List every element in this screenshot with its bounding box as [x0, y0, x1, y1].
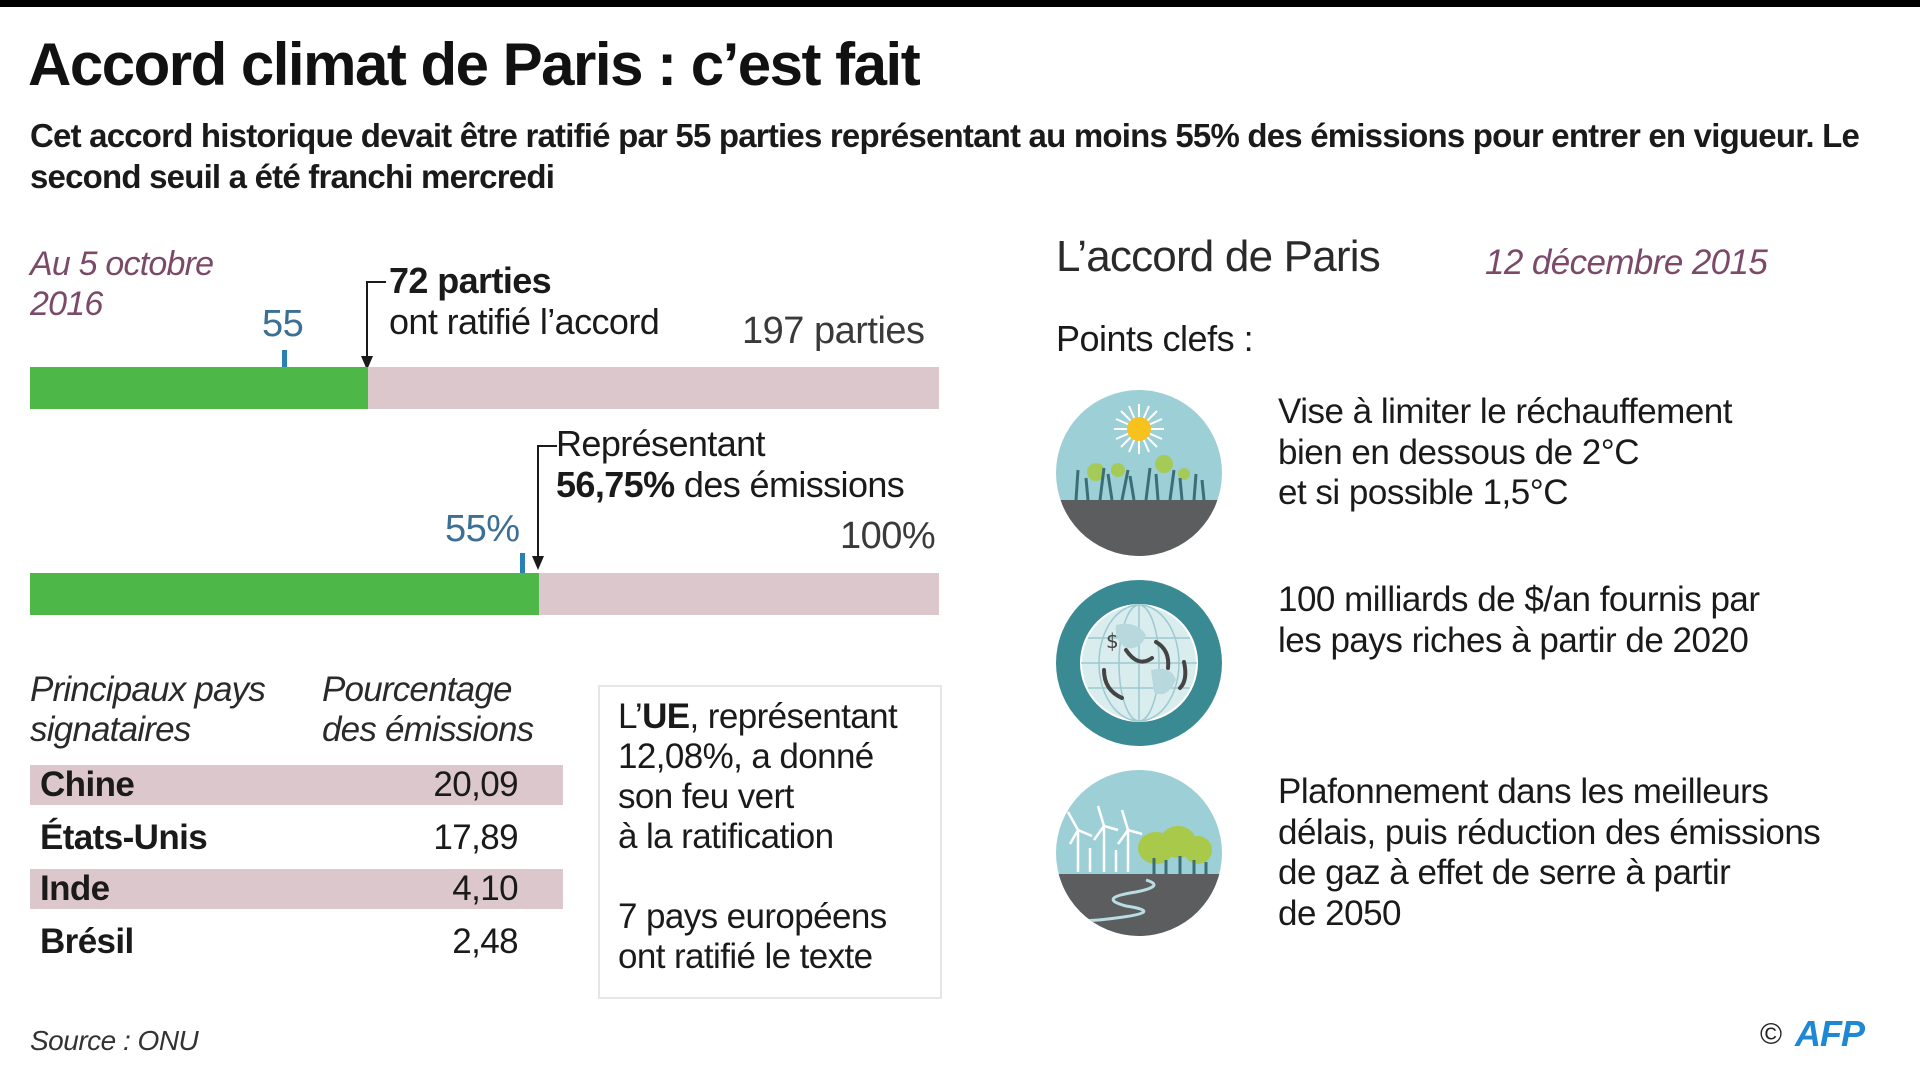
copyright-icon: ©	[1760, 1018, 1783, 1051]
parties-total-label: 197 parties	[742, 310, 925, 352]
eu-label: UE	[642, 697, 690, 736]
emissions-arrow-icon	[532, 556, 544, 570]
page-title: Accord climat de Paris : c’est fait	[28, 31, 921, 98]
emissions-threshold-tick	[520, 553, 525, 573]
table-row: États-Unis 17,89	[30, 818, 563, 858]
key-point-1-line: et si possible 1,5°C	[1278, 473, 1568, 512]
emissions-callout-bracket	[537, 445, 557, 567]
sun-trees-icon	[1056, 390, 1222, 556]
parties-bar	[30, 367, 939, 409]
table-header-country: Principaux pays signataires	[30, 670, 266, 750]
date-line-1: Au 5 octobre	[30, 245, 214, 283]
key-point-3-line: de 2050	[1278, 893, 1402, 933]
key-point-1: Vise à limiter le réchauffement bien en …	[1278, 392, 1733, 514]
globe-money-icon: $	[1056, 580, 1222, 746]
table-row: Inde 4,10	[30, 869, 563, 909]
country-name: États-Unis	[40, 818, 208, 857]
emissions-percent: 56,75%	[556, 464, 675, 505]
key-point-2-line: les pays riches à partir de 2020	[1278, 620, 1749, 660]
eu-line-1: L’UE, représentant	[618, 697, 898, 736]
table-header-value: Pourcentage des émissions	[322, 670, 534, 750]
key-point-2: 100 milliards de $/an fournis par les pa…	[1278, 580, 1760, 661]
emissions-bar-fill	[30, 573, 539, 615]
eu-line-5: 7 pays européens	[618, 897, 887, 936]
parties-count: 72 parties	[389, 260, 552, 301]
svg-text:$: $	[1106, 629, 1119, 653]
key-point-3-line: de gaz à effet de serre à partir	[1278, 853, 1731, 892]
emission-value: 2,48	[452, 922, 518, 961]
source-label: Source : ONU	[30, 1025, 199, 1056]
parties-callout-text: ont ratifié l’accord	[389, 301, 660, 342]
key-point-2-line: 100 milliards de $/an fournis par	[1278, 580, 1760, 619]
parties-arrow-icon	[361, 356, 373, 370]
emission-value: 20,09	[433, 765, 518, 804]
section-title: L’accord de Paris	[1056, 232, 1381, 281]
key-point-3: Plafonnement dans les meilleurs délais, …	[1278, 772, 1821, 934]
eu-info-box: L’UE, représentant 12,08%, a donné son f…	[598, 685, 942, 999]
section-date: 12 décembre 2015	[1485, 243, 1768, 282]
country-name: Inde	[40, 869, 110, 908]
key-point-1-line: bien en dessous de 2°C	[1278, 432, 1640, 472]
parties-threshold-tick	[282, 350, 287, 368]
key-points-label: Points clefs :	[1056, 318, 1254, 359]
emissions-callout: Représentant 56,75% des émissions	[556, 423, 905, 505]
country-name: Brésil	[40, 922, 134, 961]
key-point-3-line: Plafonnement dans les meilleurs	[1278, 772, 1769, 811]
date-label: Au 5 octobre 2016	[30, 244, 214, 324]
table-header-value-line1: Pourcentage	[322, 670, 512, 709]
parties-bar-fill	[30, 367, 368, 409]
emission-value: 4,10	[452, 869, 518, 908]
top-border	[0, 0, 1920, 7]
afp-logo: AFP	[1795, 1013, 1865, 1054]
eu-line-4: à la ratification	[618, 817, 834, 856]
table-header-country-line2: signataires	[30, 710, 191, 749]
parties-callout-bracket	[366, 281, 386, 365]
table-header-country-line1: Principaux pays	[30, 670, 266, 709]
emission-value: 17,89	[433, 818, 518, 857]
parties-threshold-label: 55	[262, 303, 304, 345]
emissions-total-label: 100%	[840, 515, 936, 557]
date-line-2: 2016	[30, 285, 103, 323]
table-header-value-line2: des émissions	[322, 710, 534, 749]
emissions-callout-line1: Représentant	[556, 423, 766, 464]
eu-line-2: 12,08%, a donné	[618, 737, 874, 776]
page-subtitle: Cet accord historique devait être ratifi…	[30, 117, 1860, 195]
country-name: Chine	[40, 765, 135, 804]
emissions-threshold-label: 55%	[445, 508, 520, 550]
key-point-1-line: Vise à limiter le réchauffement	[1278, 392, 1733, 431]
table-row: Brésil 2,48	[30, 922, 563, 962]
emissions-callout-rest: des émissions	[674, 464, 905, 505]
parties-callout: 72 parties ont ratifié l’accord	[389, 260, 660, 342]
eu-line-3: son feu vert	[618, 777, 794, 816]
eu-line-6: ont ratifié le texte	[618, 937, 873, 976]
emissions-bar	[30, 573, 939, 615]
key-point-3-line: délais, puis réduction des émissions	[1278, 812, 1821, 852]
table-row: Chine 20,09	[30, 765, 563, 805]
wind-turbines-icon	[1056, 770, 1222, 936]
